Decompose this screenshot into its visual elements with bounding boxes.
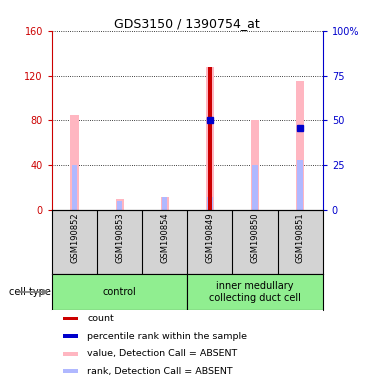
Bar xyxy=(161,197,169,210)
Bar xyxy=(63,334,78,338)
Bar xyxy=(206,67,214,210)
Bar xyxy=(208,67,212,210)
Bar xyxy=(63,316,78,320)
Text: GSM190851: GSM190851 xyxy=(296,212,305,263)
Text: GSM190854: GSM190854 xyxy=(160,212,169,263)
Text: GSM190853: GSM190853 xyxy=(115,212,124,263)
Text: rank, Detection Call = ABSENT: rank, Detection Call = ABSENT xyxy=(87,367,233,376)
Bar xyxy=(251,121,259,210)
Bar xyxy=(252,166,258,210)
Bar xyxy=(187,274,323,310)
Bar xyxy=(63,352,78,356)
Bar xyxy=(162,197,167,210)
Bar xyxy=(70,115,79,210)
Bar xyxy=(296,81,304,210)
Title: GDS3150 / 1390754_at: GDS3150 / 1390754_at xyxy=(115,17,260,30)
Text: GSM190850: GSM190850 xyxy=(250,212,260,263)
Bar xyxy=(72,166,77,210)
Bar xyxy=(52,274,187,310)
Bar xyxy=(207,197,213,210)
Text: inner medullary
collecting duct cell: inner medullary collecting duct cell xyxy=(209,281,301,303)
Text: GSM190852: GSM190852 xyxy=(70,212,79,263)
Bar xyxy=(117,201,122,210)
Bar xyxy=(116,199,124,210)
Text: cell type: cell type xyxy=(9,287,50,297)
Text: percentile rank within the sample: percentile rank within the sample xyxy=(87,331,247,341)
Bar xyxy=(298,160,303,210)
Text: count: count xyxy=(87,314,114,323)
Text: value, Detection Call = ABSENT: value, Detection Call = ABSENT xyxy=(87,349,237,358)
Bar xyxy=(63,369,78,373)
Text: GSM190849: GSM190849 xyxy=(206,212,214,263)
Text: control: control xyxy=(103,287,137,297)
